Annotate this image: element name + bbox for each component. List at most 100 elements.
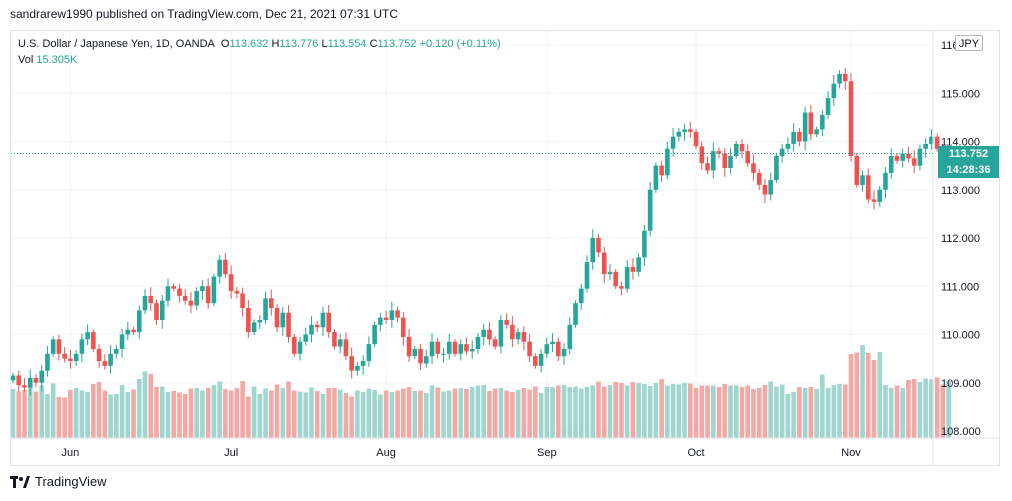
candle (728, 148, 733, 174)
candle (16, 370, 22, 392)
volume-bar (182, 394, 188, 438)
candle-body (934, 136, 940, 149)
volume-bar (257, 394, 263, 438)
volume-bar (831, 385, 837, 438)
candle (831, 74, 837, 106)
candle-body (894, 155, 900, 161)
volume-bar (843, 384, 848, 438)
candle-body (688, 129, 693, 132)
bar-countdown: 14:28:36 (946, 164, 991, 176)
candle (797, 127, 802, 147)
volume-bar (848, 354, 854, 438)
volume-bar (710, 385, 716, 438)
candle-body (848, 81, 854, 156)
candle-body (710, 151, 716, 171)
volume-bar (446, 390, 452, 438)
price-chart[interactable]: 108.000 109.000 110.000 111.000 112.000 113.0… (11, 31, 999, 465)
candle (751, 154, 756, 181)
volume-bar (768, 381, 773, 438)
volume-bar (303, 392, 309, 438)
candle (888, 148, 894, 179)
volume-bar (326, 388, 331, 438)
candle (636, 253, 641, 277)
volume-bar (791, 392, 796, 438)
volume-bar (498, 388, 504, 438)
candle (900, 148, 905, 168)
volume-bar (481, 385, 486, 438)
footer-brand[interactable]: TradingView (10, 474, 107, 489)
volume-bar (45, 394, 50, 438)
candle-body (820, 114, 825, 130)
candle (699, 141, 705, 170)
candle-body (481, 329, 486, 337)
volume-row: Vol 15.305K (18, 52, 501, 68)
candle (314, 320, 320, 333)
currency-button[interactable]: JPY (955, 35, 983, 51)
volume-bar (286, 381, 291, 438)
candle-body (234, 291, 240, 294)
volume-bar (550, 387, 555, 438)
volume-bar (337, 389, 343, 438)
candle-body (624, 266, 630, 289)
volume-bar (504, 390, 509, 438)
candle-body (326, 312, 331, 333)
volume-bar (929, 379, 934, 438)
volume-bar (441, 391, 446, 438)
volume-bar (906, 380, 911, 438)
candle (228, 265, 234, 299)
volume-bar (751, 389, 756, 438)
candle (263, 291, 268, 324)
change-value: +0.120 (+0.11%) (419, 38, 501, 50)
y-tick-label: 110.000 (941, 330, 980, 342)
volume-bar (578, 388, 584, 438)
candle-body (68, 358, 73, 362)
candle-body (27, 377, 33, 388)
volume-bar (894, 385, 900, 438)
candle (590, 229, 596, 270)
candle (848, 73, 854, 162)
volume-bar (774, 386, 779, 438)
volume-bar (314, 391, 320, 438)
volume-bar (159, 386, 165, 438)
candle-body (423, 356, 429, 364)
candle (257, 315, 263, 330)
candle-body (79, 339, 85, 354)
candle-body (223, 259, 228, 275)
volume-bar (119, 385, 125, 438)
volume-bar (429, 385, 435, 438)
candle-body (659, 165, 664, 176)
candle (56, 334, 62, 361)
candle-body (665, 148, 670, 176)
volume-bar (372, 390, 377, 438)
volume-bar (521, 388, 527, 438)
candle (883, 167, 888, 199)
candle (108, 345, 113, 374)
candle (877, 185, 883, 207)
candle-body (567, 324, 573, 349)
candle (418, 344, 423, 371)
candle-body (487, 329, 492, 340)
y-tick-label: 111.000 (941, 281, 979, 293)
candle-body (171, 286, 177, 289)
candle (820, 110, 825, 137)
candle (360, 355, 366, 375)
candle-body (182, 295, 188, 301)
y-tick-label: 114.000 (941, 137, 980, 149)
candle-body (291, 336, 297, 354)
candle (182, 289, 188, 305)
candle-body (515, 332, 521, 340)
candle-body (888, 155, 894, 173)
candle (68, 349, 73, 369)
volume-bar (435, 387, 441, 438)
candle (527, 334, 532, 363)
volume-bar (22, 390, 27, 438)
volume-bar (33, 391, 39, 438)
x-tick-label: Jun (62, 447, 80, 459)
volume-bar (68, 390, 73, 438)
y-tick-label: 113.000 (941, 185, 980, 197)
candle (39, 364, 44, 392)
footer-brand-label: TradingView (35, 474, 107, 489)
candle-body (343, 339, 349, 357)
volume-bar (802, 388, 808, 438)
candle-body (699, 146, 705, 164)
